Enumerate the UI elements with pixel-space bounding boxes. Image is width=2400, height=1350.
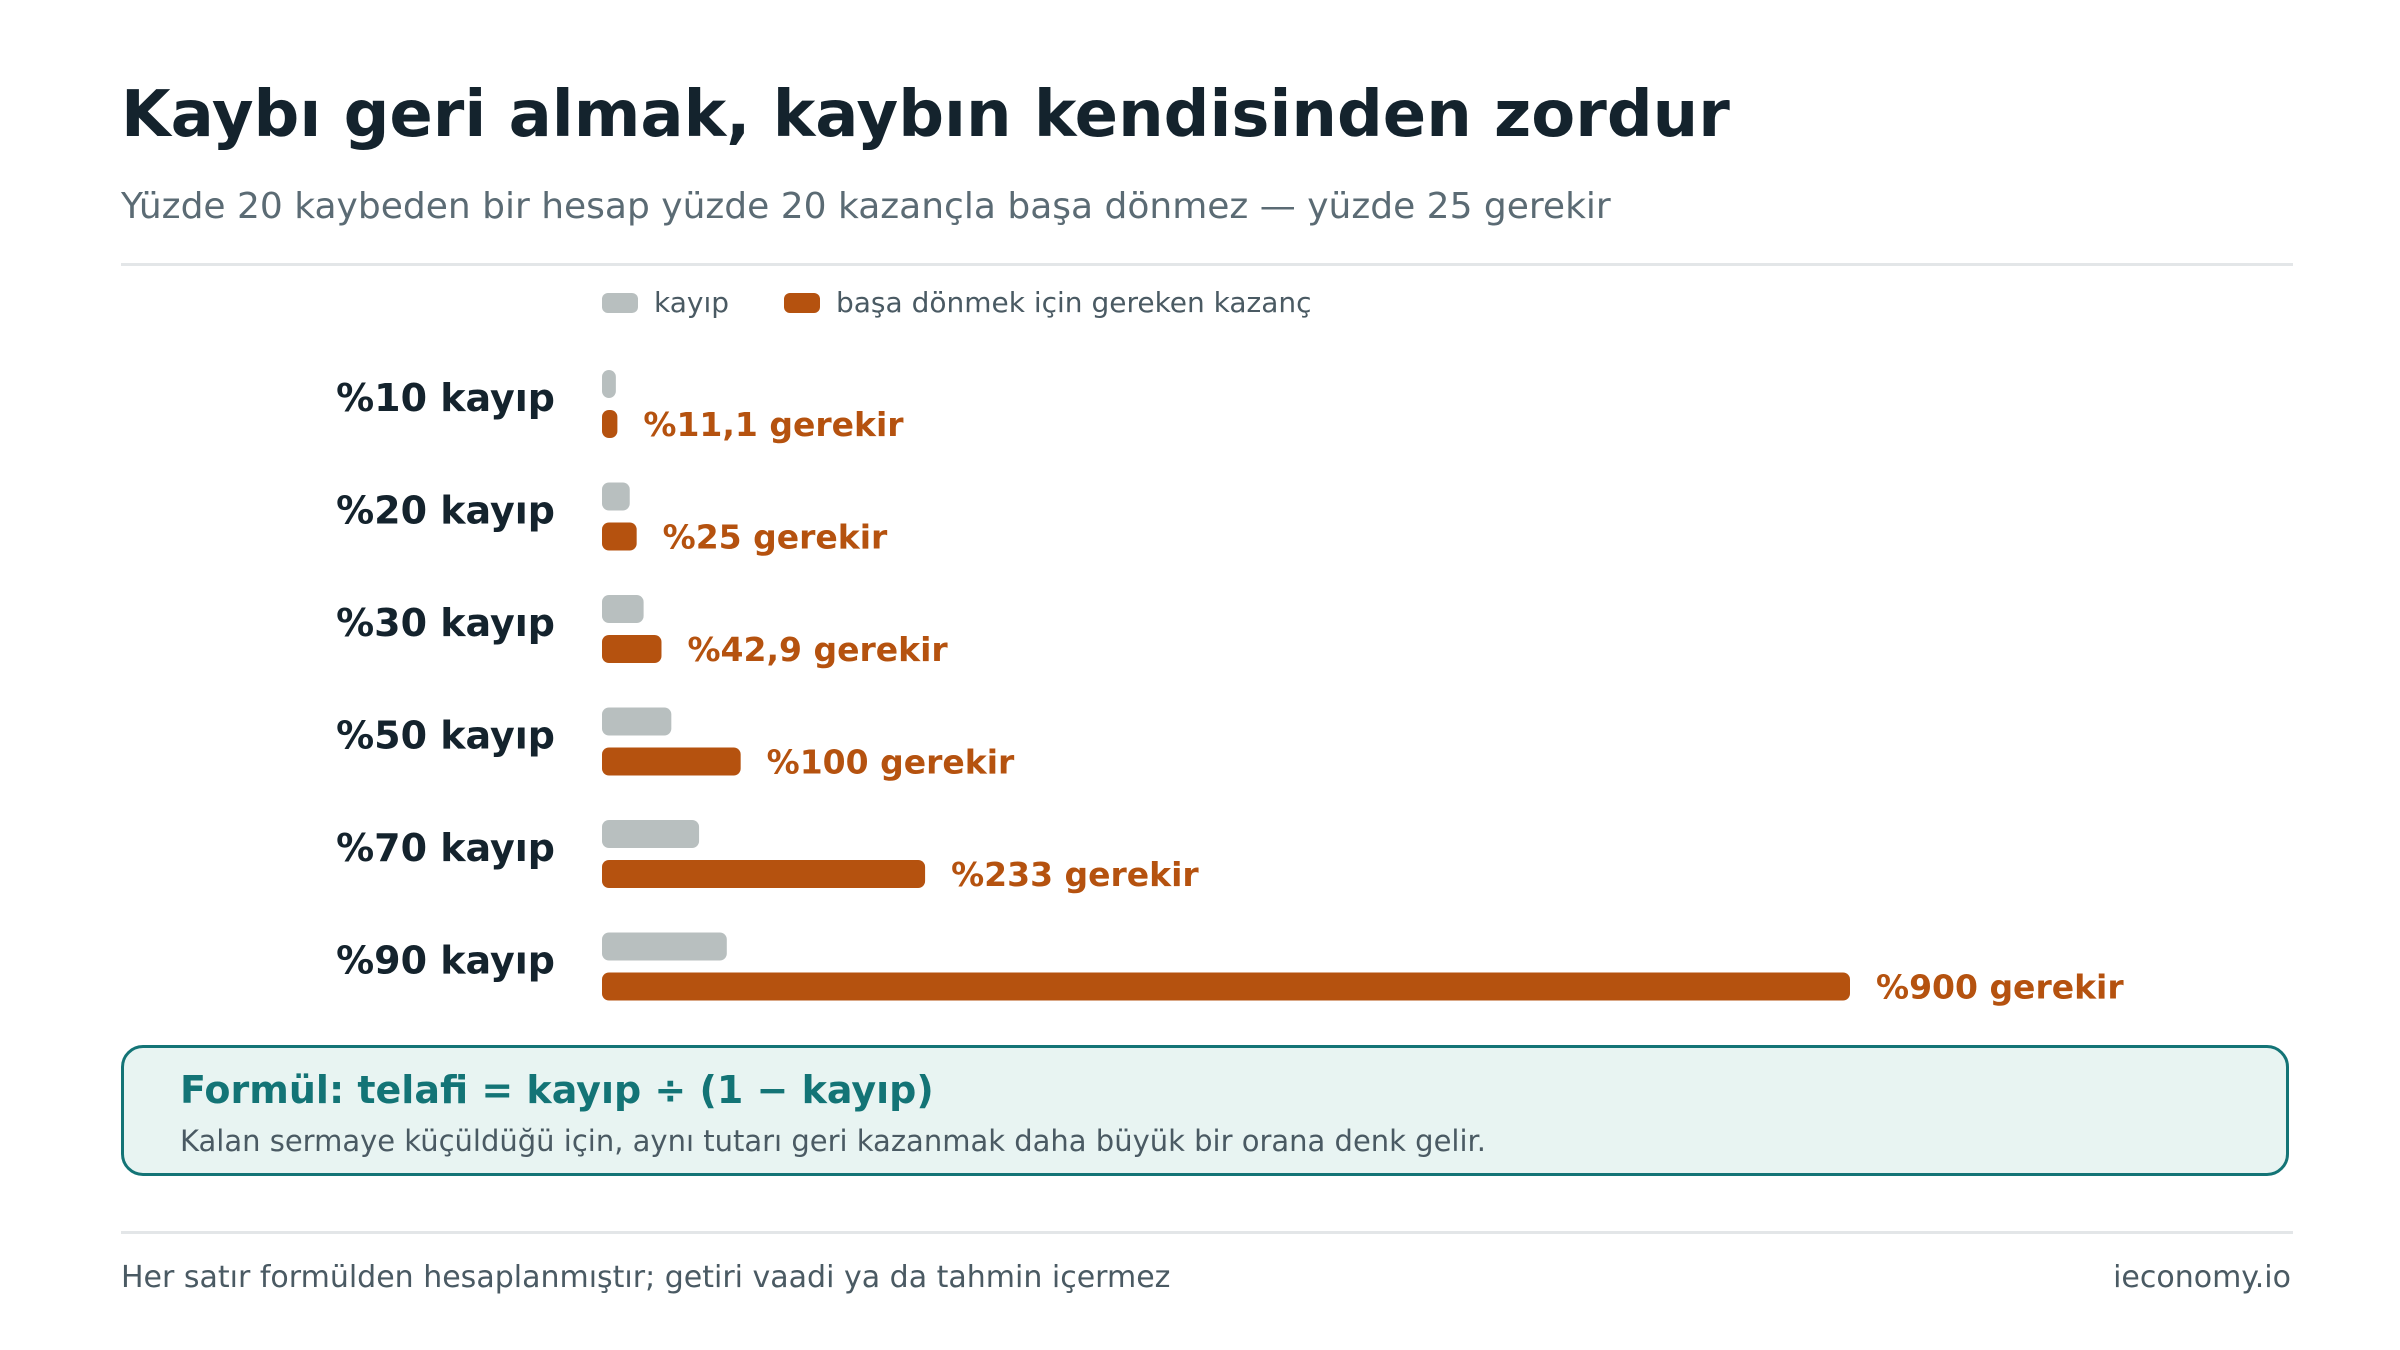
footer-note: Her satır formülden hesaplanmıştır; geti… xyxy=(121,1260,1171,1295)
value-label: %900 gerekir xyxy=(1876,968,2124,1007)
row-label: %90 kayıp xyxy=(336,939,555,983)
legend-swatch-loss xyxy=(602,293,638,313)
value-label: %100 gerekir xyxy=(767,743,1015,782)
bar-required-gain xyxy=(602,860,926,888)
row-label: %10 kayıp xyxy=(336,376,555,420)
row-label: %50 kayıp xyxy=(336,714,555,758)
bar-group: %10 kayıp %11,1 gerekir %20 kayıp %25 gerek… xyxy=(336,370,2124,1007)
row-label: %70 kayıp xyxy=(336,826,555,870)
value-label: %42,9 gerekir xyxy=(687,630,948,669)
bar-required-gain xyxy=(602,747,741,776)
legend-label-loss: kayıp xyxy=(654,286,729,319)
row-label: %20 kayıp xyxy=(336,489,555,533)
footer-brand: ieconomy.io xyxy=(2113,1260,2291,1295)
value-label: %25 gerekir xyxy=(663,518,888,557)
bottom-divider xyxy=(121,1231,2293,1234)
bar-loss xyxy=(602,370,616,398)
formula-box: Formül: telafi = kayıp ÷ (1 − kayıp) Kal… xyxy=(121,1045,2289,1176)
bar-required-gain xyxy=(602,410,618,438)
legend-swatch-gain xyxy=(784,293,820,313)
bar-required-gain xyxy=(602,635,662,663)
formula-title: Formül: telafi = kayıp ÷ (1 − kayıp) xyxy=(180,1068,934,1112)
bar-loss xyxy=(602,595,644,623)
value-label: %233 gerekir xyxy=(951,855,1199,894)
bar-required-gain xyxy=(602,522,637,551)
bar-loss xyxy=(602,932,727,961)
bar-loss xyxy=(602,820,700,848)
row-label: %30 kayıp xyxy=(336,601,555,645)
bar-required-gain xyxy=(602,972,1850,1001)
formula-note: Kalan sermaye küçüldüğü için, aynı tutar… xyxy=(180,1124,1487,1158)
bar-chart: kayıp başa dönmek için gereken kazanç %1… xyxy=(336,286,2124,1007)
value-label: %11,1 gerekir xyxy=(643,405,904,444)
chart-legend: kayıp başa dönmek için gereken kazanç xyxy=(602,286,1312,319)
legend-label-gain: başa dönmek için gereken kazanç xyxy=(836,286,1312,319)
bar-loss xyxy=(602,707,672,736)
bar-loss xyxy=(602,482,630,511)
chart-title: Kaybı geri almak, kaybın kendisinden zor… xyxy=(121,78,1730,152)
chart-subtitle: Yüzde 20 kaybeden bir hesap yüzde 20 kaz… xyxy=(121,186,1611,227)
top-divider xyxy=(121,263,2293,266)
